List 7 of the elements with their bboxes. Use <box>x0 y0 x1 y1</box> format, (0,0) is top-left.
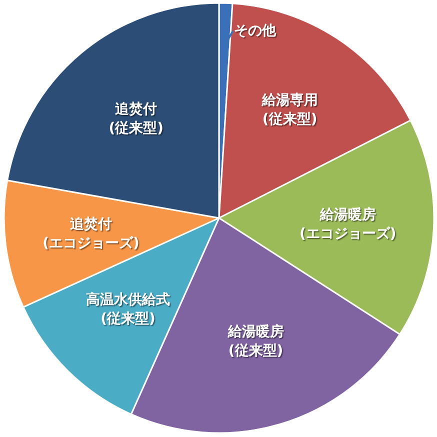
slice-label: 給湯暖房 (従来型) <box>226 323 284 360</box>
slice-label: 追焚付 (従来型) <box>108 102 164 137</box>
slice-label: 高温水供給式 (従来型) <box>86 291 170 328</box>
slice-label: その他 <box>234 23 277 40</box>
slice-label: 給湯専用 (従来型) <box>260 92 318 128</box>
slice-label: 給湯暖房 (エコジョーズ) <box>299 206 396 242</box>
slice-label: 追焚付 (エコジョーズ) <box>42 216 140 252</box>
